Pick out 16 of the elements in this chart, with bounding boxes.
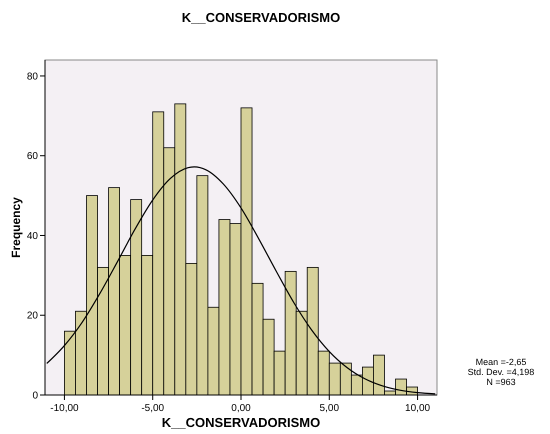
y-axis-title: Frequency — [9, 196, 23, 258]
y-tick-label: 80 — [26, 71, 38, 82]
y-tick-label: 40 — [26, 230, 38, 242]
x-tick-label: 10,00 — [405, 403, 431, 414]
x-tick-label: -5,00 — [141, 403, 165, 414]
x-axis-title: K__CONSERVADORISMO — [162, 415, 320, 430]
y-tick-label: 20 — [26, 310, 38, 322]
y-tick-label: 60 — [26, 151, 38, 162]
x-tick-label: 0,00 — [231, 403, 252, 414]
x-tick-label: 5,00 — [320, 403, 340, 414]
chart-title: K__CONSERVADORISMO — [182, 10, 340, 25]
y-tick-label: 0 — [32, 390, 38, 402]
text: Mean =-2,65 — [476, 357, 526, 367]
x-tick-label: -10,00 — [50, 403, 80, 414]
text: N =963 — [486, 377, 516, 387]
text: Std. Dev. =4,198 — [468, 367, 534, 377]
